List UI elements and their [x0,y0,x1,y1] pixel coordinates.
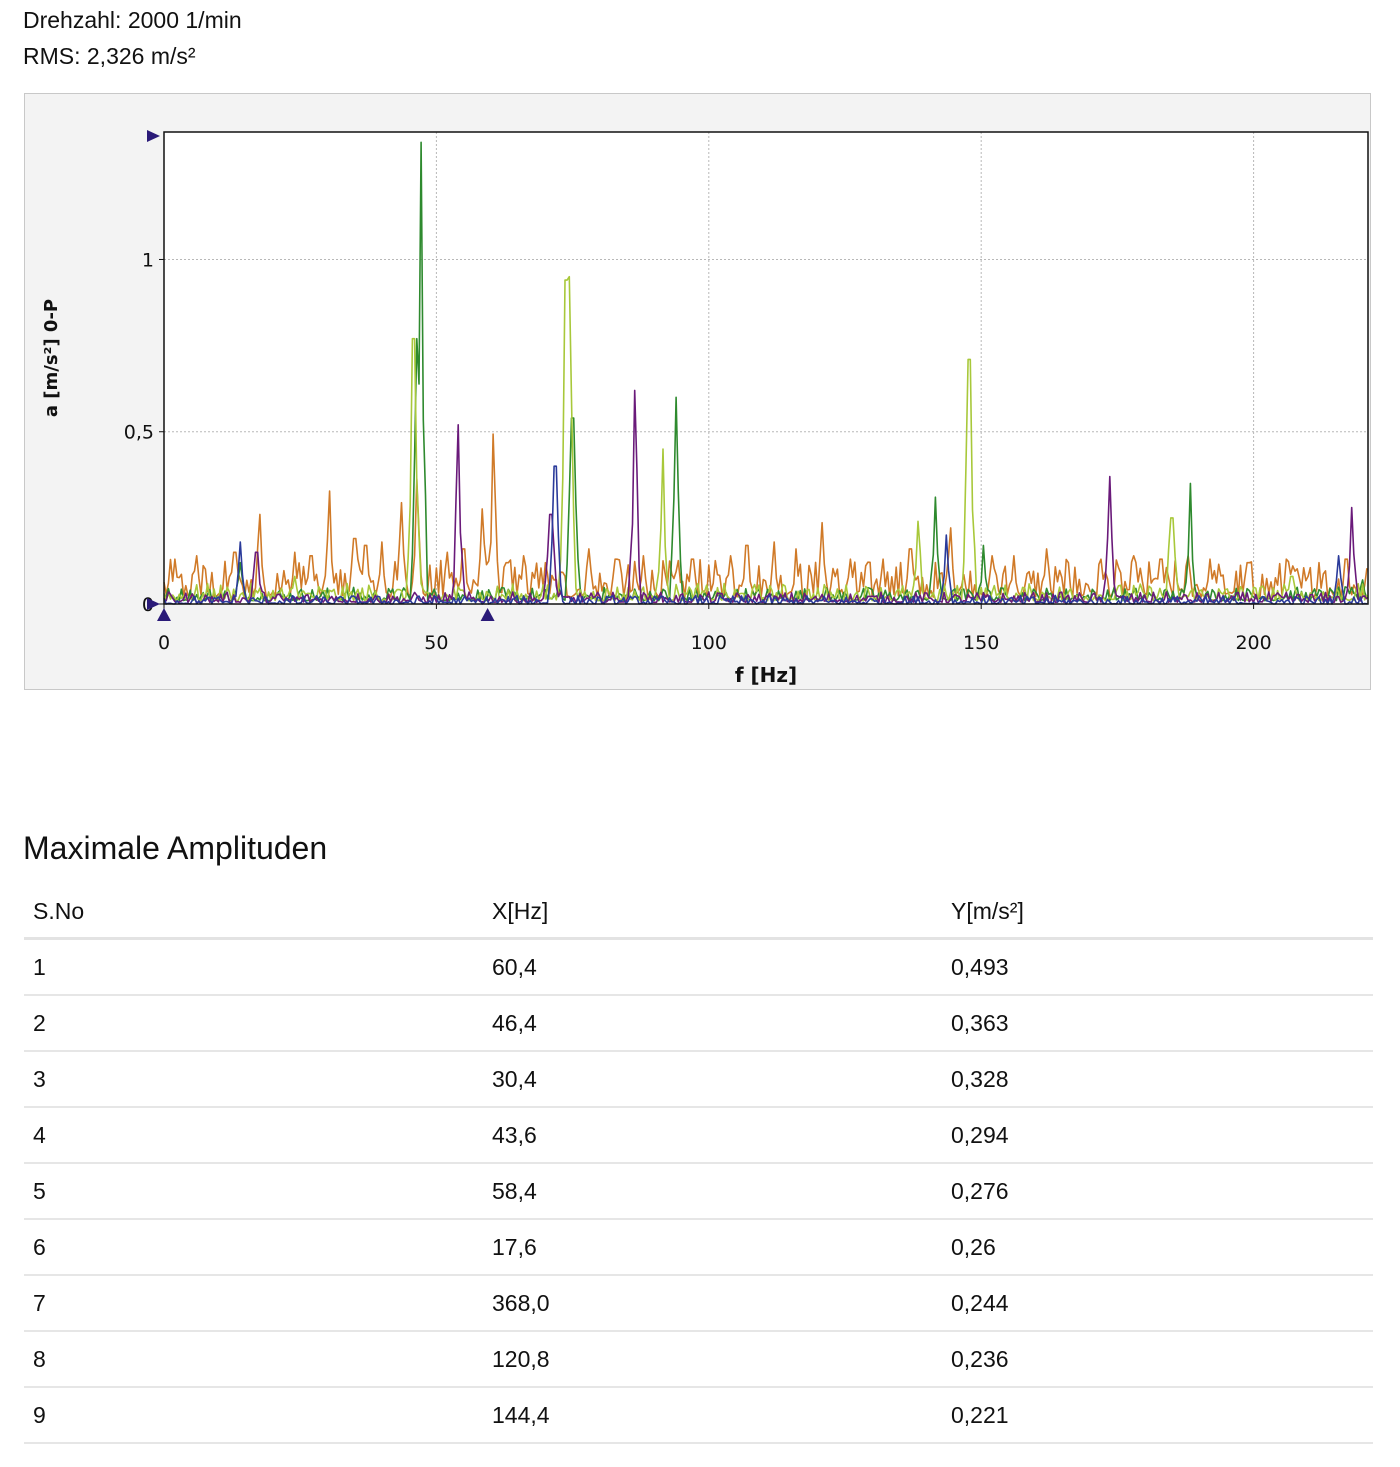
column-header: Y[m/s²] [942,885,1373,940]
table-cell: 0,221 [942,1387,1373,1444]
table-cell: 120,8 [483,1331,942,1388]
table-row: 4 43,6 0,294 [24,1107,1373,1164]
table-cell: 0,244 [942,1275,1373,1332]
table-cell: 8 [24,1331,483,1388]
table-cell: 17,6 [483,1219,942,1276]
table-cell: 60,4 [483,938,942,996]
y-cursor-marker[interactable] [147,130,160,142]
x-tick-label: 50 [424,632,448,654]
table-cell: 368,0 [483,1275,942,1332]
y-tick-label: 1 [142,249,154,271]
table-cell: 2 [24,995,483,1052]
table-cell: 46,4 [483,995,942,1052]
axis-ticks: 05010015020000,51 [124,249,1272,654]
table-cell: 30,4 [483,1051,942,1108]
table-row: 6 17,6 0,26 [24,1219,1373,1276]
table-cell: 43,6 [483,1107,942,1164]
plot-frame [163,131,1369,605]
table-cell: 0,26 [942,1219,1373,1276]
spectrum-chart-panel: 05010015020000,51 f [Hz] a [m/s²] 0-P [24,93,1371,690]
table-row: 8 120,8 0,236 [24,1331,1373,1388]
table-row: 7 368,0 0,244 [24,1275,1373,1332]
table-cell: 3 [24,1051,483,1108]
y-cursor-marker[interactable] [147,598,160,610]
table-title: Maximale Amplituden [23,830,328,866]
x-tick-label: 200 [1235,632,1271,654]
series-line-orange [163,433,1368,598]
table-row: 9 144,4 0,221 [24,1387,1373,1444]
x-cursor-marker[interactable] [157,608,171,621]
x-tick-label: 100 [691,632,727,654]
table-cell: 0,276 [942,1163,1373,1220]
max-amplitude-table: S.No X[Hz] Y[m/s²] 1 60,4 0,493 2 46,4 0,363 3 30… [24,885,1373,1444]
cursor-markers[interactable] [147,130,495,621]
table-row: 5 58,4 0,276 [24,1163,1373,1220]
table-cell: 0,328 [942,1051,1373,1108]
table-cell: 144,4 [483,1387,942,1444]
table-cell: 1 [24,938,483,996]
table-header-row: S.No X[Hz] Y[m/s²] [24,885,1373,940]
column-header: X[Hz] [483,885,942,940]
table-cell: 9 [24,1387,483,1444]
table-cell: 0,236 [942,1331,1373,1388]
x-axis-label: f [Hz] [735,663,797,687]
plot-area [164,132,1368,604]
table-cell: 6 [24,1219,483,1276]
table-cell: 4 [24,1107,483,1164]
x-tick-label: 150 [963,632,999,654]
table-cell: 5 [24,1163,483,1220]
table-row: 1 60,4 0,493 [24,938,1373,996]
spectrum-chart: 05010015020000,51 f [Hz] a [m/s²] 0-P [41,130,1369,687]
table-row: 3 30,4 0,328 [24,1051,1373,1108]
grid-lines [164,132,1368,604]
table-cell: 0,363 [942,995,1373,1052]
table-cell: 0,294 [942,1107,1373,1164]
rms-label: RMS: 2,326 m/s² [23,43,196,69]
rpm-label: Drehzahl: 2000 1/min [23,7,242,33]
table-cell: 7 [24,1275,483,1332]
y-axis-label: a [m/s²] 0-P [41,299,62,417]
column-header: S.No [24,885,483,940]
y-tick-label: 0,5 [124,422,154,444]
table-row: 2 46,4 0,363 [24,995,1373,1052]
table-cell: 0,493 [942,938,1373,996]
table-cell: 58,4 [483,1163,942,1220]
x-tick-label: 0 [158,632,170,654]
x-cursor-marker[interactable] [480,608,495,621]
